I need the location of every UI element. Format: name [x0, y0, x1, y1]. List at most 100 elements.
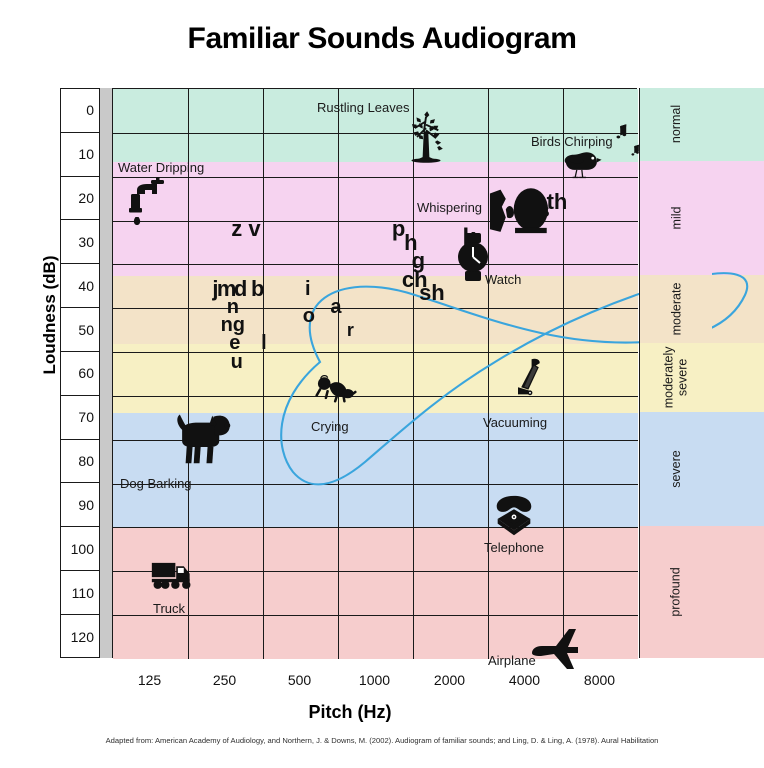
background-band-normal: [711, 88, 764, 161]
y-axis-spine: [100, 88, 112, 658]
x-axis-tick-8000: 8000: [583, 672, 616, 688]
x-axis-tick-125: 125: [137, 672, 162, 688]
y-axis-tick-20: 20: [61, 177, 99, 221]
sound-label: Airplane: [488, 653, 536, 668]
sound-label: Dog Barking: [120, 476, 192, 491]
phoneme-a: a: [330, 295, 342, 318]
page-title: Familiar Sounds Audiogram: [187, 22, 577, 55]
y-axis-tick-120: 120: [70, 628, 94, 645]
phoneme-ch: ch: [401, 266, 428, 292]
x-axis-tick-500: 500: [287, 672, 312, 688]
vacuum-icon: [514, 340, 554, 412]
dog-icon: [164, 411, 242, 469]
y-axis-tick-100: 100: [61, 527, 99, 572]
degree-of-hearing-loss-strip: normal mild moderate moderately severe severe…: [639, 88, 712, 658]
phoneme-o: o: [302, 305, 315, 327]
degree-band-moderately-severe: moderately severe: [640, 343, 712, 412]
phoneme-g: g: [411, 248, 426, 274]
degree-band-moderate: moderate: [640, 274, 712, 344]
degree-band-mild: mild: [640, 160, 712, 275]
y-axis-tick-40: 40: [61, 264, 99, 309]
sound-label: Water Dripping: [118, 160, 205, 175]
y-axis-tick-110: 110: [61, 571, 99, 615]
source-footnote: Adapted from: American Academy of Audiol…: [105, 736, 659, 745]
music-note-icon: [628, 143, 642, 157]
horizontal-gridline: [113, 264, 638, 266]
background-band-mild: [711, 160, 764, 275]
y-axis-tick-70: 70: [61, 396, 99, 440]
x-axis-tick-4000: 4000: [508, 672, 541, 688]
phoneme-r: r: [346, 319, 354, 340]
vertical-gridline: [263, 89, 264, 659]
x-axis-tick-row: 125 250 500 1000 2000 4000 8000: [0, 672, 764, 694]
sound-label: Crying: [311, 419, 349, 434]
sound-label: Truck: [153, 601, 186, 616]
phoneme-th: th: [546, 189, 568, 214]
phoneme-ng: ng: [220, 314, 246, 337]
x-axis-tick-2000: 2000: [433, 672, 466, 688]
horizontal-gridline: [113, 132, 638, 134]
x-axis-title: Pitch (Hz): [308, 702, 392, 722]
sound-label: Rustling Leaves: [317, 100, 410, 115]
phoneme-h: h: [404, 230, 418, 256]
background-band-profound: [711, 525, 764, 658]
phoneme-e: e: [229, 332, 241, 355]
sound-label: Whispering: [417, 200, 483, 215]
phoneme-d: d: [233, 275, 248, 301]
phoneme-i: i: [305, 277, 311, 300]
x-axis-tick-1000: 1000: [358, 672, 391, 688]
sound-label: Vacuuming: [483, 415, 548, 430]
phoneme-sh: sh: [419, 280, 445, 306]
baby-icon: [303, 371, 369, 413]
degree-band-severe: severe: [640, 411, 712, 526]
horizontal-gridline: [113, 571, 638, 573]
y-axis-tick-30: 30: [61, 220, 99, 265]
degree-band-profound: profound: [640, 525, 712, 658]
music-note-icon: [612, 122, 631, 141]
horizontal-gridline: [113, 220, 638, 222]
faucet-icon: [125, 177, 177, 227]
phoneme-n: n: [226, 295, 239, 318]
phoneme-l: l: [261, 332, 267, 355]
vertical-gridline: [188, 89, 189, 659]
airplane-icon: [512, 625, 598, 675]
plot-band-profound: [113, 526, 638, 659]
y-axis-tick-60: 60: [61, 352, 99, 396]
horizontal-gridline: [113, 176, 638, 178]
phoneme-j: j: [212, 275, 219, 301]
degree-band-normal: normal: [640, 88, 712, 161]
phoneme-m: m: [216, 275, 237, 301]
sound-label: Telephone: [484, 540, 544, 555]
bird-icon: [556, 143, 606, 185]
horizontal-gridline: [113, 615, 638, 617]
plot-band-mild: [113, 161, 638, 276]
y-axis-tick-80: 80: [61, 440, 99, 484]
y-axis-tick-10: 10: [61, 133, 99, 177]
phoneme-u: u: [230, 350, 243, 373]
whisper-icon: [482, 183, 556, 249]
sound-label: Watch: [485, 272, 522, 287]
sound-label: Birds Chirping: [531, 134, 613, 149]
phoneme-v: v: [248, 216, 261, 242]
phoneme-z: z: [231, 216, 243, 242]
watch-icon: [448, 228, 498, 286]
y-axis-tick-0: 0: [61, 89, 99, 133]
truck-icon: [120, 557, 224, 599]
plot-band-normal: [113, 89, 638, 162]
y-axis-tick-90: 90: [61, 483, 99, 528]
tree-icon: [398, 103, 454, 171]
y-axis-tick-column: 0 10 20 30 40 50 60 70 80 90 100 110 120: [60, 88, 100, 658]
telephone-icon: [488, 492, 540, 540]
